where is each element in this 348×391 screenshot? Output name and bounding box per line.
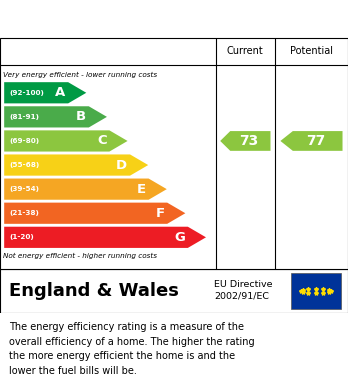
Text: 73: 73	[239, 134, 259, 148]
Polygon shape	[4, 82, 86, 103]
Polygon shape	[280, 131, 342, 151]
Text: (92-100): (92-100)	[9, 90, 44, 96]
Text: Potential: Potential	[290, 46, 333, 56]
Text: Very energy efficient - lower running costs: Very energy efficient - lower running co…	[3, 72, 158, 78]
Text: A: A	[55, 86, 65, 99]
Text: (1-20): (1-20)	[9, 234, 34, 240]
Text: England & Wales: England & Wales	[9, 282, 179, 300]
Polygon shape	[4, 106, 107, 127]
Text: Current: Current	[227, 46, 264, 56]
Polygon shape	[4, 179, 167, 200]
Text: F: F	[155, 207, 164, 220]
Text: 77: 77	[307, 134, 326, 148]
Polygon shape	[220, 131, 270, 151]
Text: (39-54): (39-54)	[9, 186, 39, 192]
Text: The energy efficiency rating is a measure of the
overall efficiency of a home. T: The energy efficiency rating is a measur…	[9, 322, 254, 376]
Text: B: B	[76, 110, 86, 124]
Bar	[291, 273, 341, 308]
Text: E: E	[137, 183, 146, 196]
Text: D: D	[116, 158, 127, 172]
Polygon shape	[4, 203, 185, 224]
Text: (81-91): (81-91)	[9, 114, 39, 120]
Text: (55-68): (55-68)	[9, 162, 40, 168]
Text: Energy Efficiency Rating: Energy Efficiency Rating	[9, 11, 230, 27]
Text: EU Directive
2002/91/EC: EU Directive 2002/91/EC	[214, 280, 272, 301]
Text: (69-80): (69-80)	[9, 138, 40, 144]
Text: Not energy efficient - higher running costs: Not energy efficient - higher running co…	[3, 253, 158, 259]
Text: C: C	[97, 135, 106, 147]
Polygon shape	[4, 130, 128, 152]
Text: (21-38): (21-38)	[9, 210, 39, 216]
Polygon shape	[4, 154, 148, 176]
Polygon shape	[4, 227, 206, 248]
Text: G: G	[174, 231, 185, 244]
